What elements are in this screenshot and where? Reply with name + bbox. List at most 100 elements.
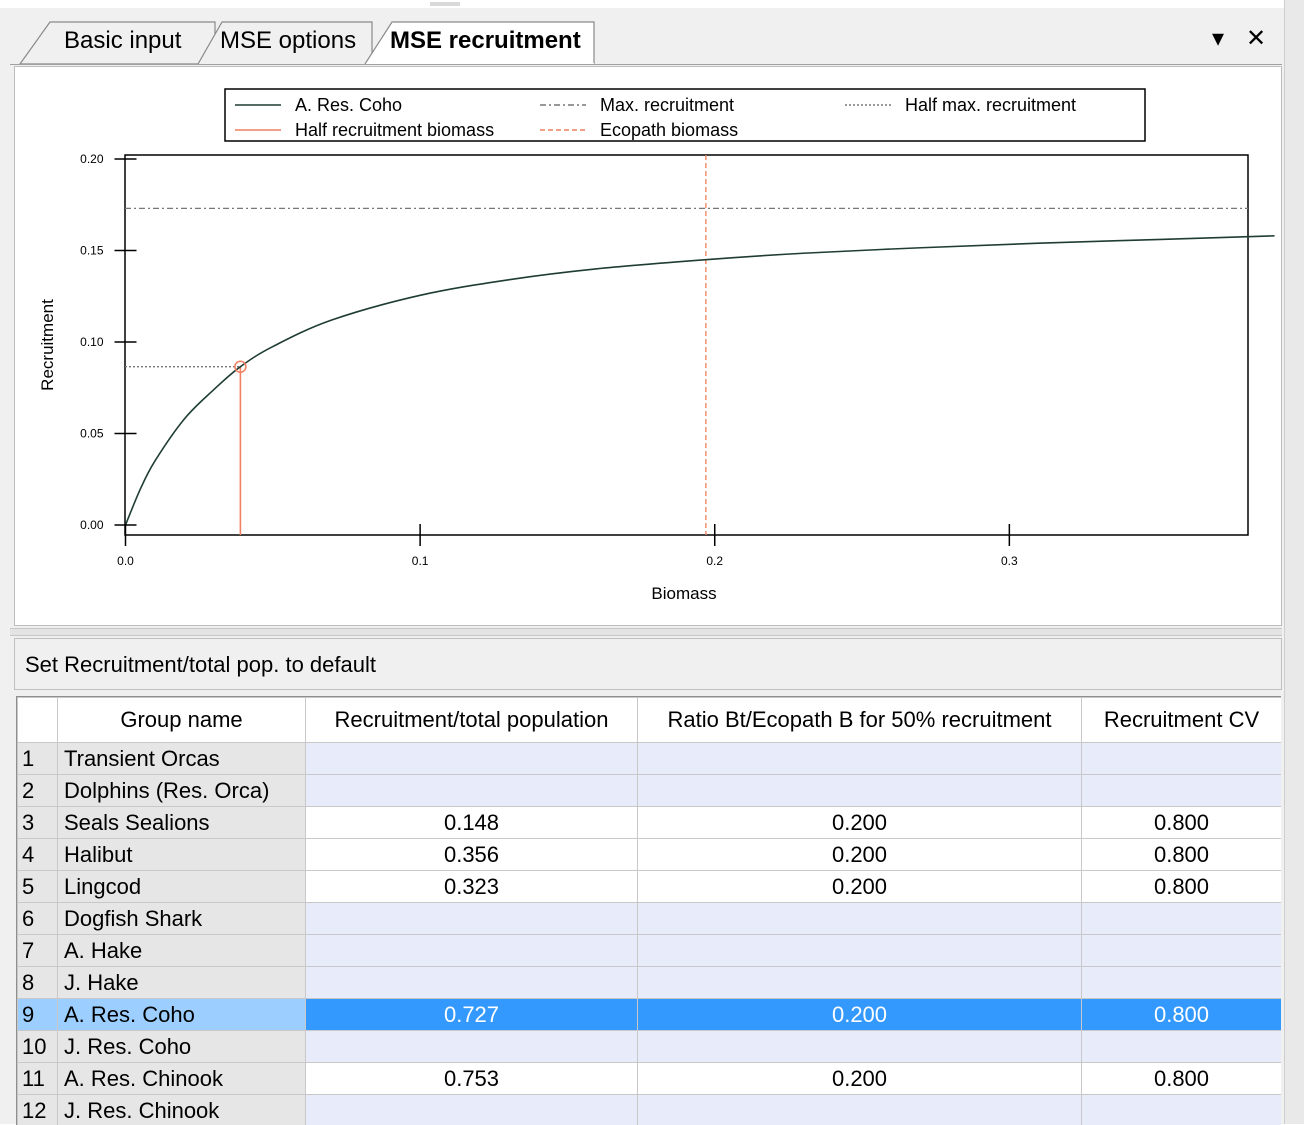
ratio-cell <box>638 743 1082 775</box>
group-name-cell: Lingcod <box>58 871 306 903</box>
recruitment-cell[interactable]: 0.753 <box>306 1063 638 1095</box>
row-number: 4 <box>18 839 58 871</box>
legend-label: Ecopath biomass <box>600 120 738 140</box>
cv-cell[interactable]: 0.800 <box>1082 871 1282 903</box>
plot-area <box>125 155 1248 535</box>
group-name-cell: Dogfish Shark <box>58 903 306 935</box>
ratio-cell <box>638 935 1082 967</box>
y-tick-label: 0.20 <box>80 152 104 166</box>
cv-cell[interactable]: 0.800 <box>1082 1063 1282 1095</box>
ratio-cell[interactable]: 0.200 <box>638 807 1082 839</box>
cv-cell[interactable]: 0.800 <box>1082 839 1282 871</box>
group-name-cell: Transient Orcas <box>58 743 306 775</box>
y-tick-label: 0.05 <box>80 427 104 441</box>
tab-mse-options-label[interactable]: MSE options <box>220 27 356 55</box>
tab-basic-input-label[interactable]: Basic input <box>64 27 181 55</box>
chevron-down-icon[interactable]: ▾ <box>1212 24 1224 53</box>
ratio-cell[interactable]: 0.200 <box>638 839 1082 871</box>
header-row-number <box>18 698 58 743</box>
row-number: 8 <box>18 967 58 999</box>
recruitment-cell <box>306 967 638 999</box>
group-name-cell: J. Res. Coho <box>58 1031 306 1063</box>
header-recruitment-total-pop[interactable]: Recruitment/total population <box>306 698 638 743</box>
recruitment-cell <box>306 903 638 935</box>
legend-label: Half recruitment biomass <box>295 120 494 140</box>
right-edge-scrollbar[interactable] <box>1284 0 1304 1124</box>
header-group-name[interactable]: Group name <box>58 698 306 743</box>
cv-cell <box>1082 935 1282 967</box>
ratio-cell[interactable]: 0.200 <box>638 1063 1082 1095</box>
x-tick-label: 0.0 <box>117 554 134 568</box>
group-name-cell: Dolphins (Res. Orca) <box>58 775 306 807</box>
close-icon[interactable]: ✕ <box>1246 24 1266 53</box>
row-number: 9 <box>18 999 58 1031</box>
ratio-cell <box>638 967 1082 999</box>
row-number: 12 <box>18 1095 58 1125</box>
panel-splitter[interactable] <box>10 628 1282 636</box>
recruitment-cell[interactable]: 0.323 <box>306 871 638 903</box>
x-axis-label: Biomass <box>651 584 716 603</box>
y-axis-label: Recruitment <box>38 299 57 391</box>
legend-label: Max. recruitment <box>600 95 734 115</box>
y-tick-label: 0.10 <box>80 335 104 349</box>
cv-cell <box>1082 903 1282 935</box>
group-name-cell: A. Res. Chinook <box>58 1063 306 1095</box>
recruitment-cell[interactable]: 0.148 <box>306 807 638 839</box>
group-name-cell: A. Hake <box>58 935 306 967</box>
group-name-cell: J. Hake <box>58 967 306 999</box>
recruitment-cell <box>306 775 638 807</box>
set-default-button[interactable]: Set Recruitment/total pop. to default <box>14 638 1282 690</box>
ratio-cell[interactable]: 0.200 <box>638 999 1082 1031</box>
recruitment-grid: Group name Recruitment/total population … <box>16 696 1281 1125</box>
cv-cell <box>1082 743 1282 775</box>
top-strip <box>0 0 1304 8</box>
cv-cell <box>1082 775 1282 807</box>
y-tick-label: 0.15 <box>80 244 104 258</box>
recruitment-cell <box>306 1095 638 1125</box>
x-tick-label: 0.1 <box>412 554 429 568</box>
x-tick-label: 0.3 <box>1001 554 1018 568</box>
tab-mse-recruitment-label[interactable]: MSE recruitment <box>390 27 581 55</box>
recruitment-cell[interactable]: 0.356 <box>306 839 638 871</box>
set-default-button-label: Set Recruitment/total pop. to default <box>25 652 376 678</box>
row-number: 2 <box>18 775 58 807</box>
ratio-cell[interactable]: 0.200 <box>638 871 1082 903</box>
cv-cell[interactable]: 0.800 <box>1082 807 1282 839</box>
group-name-cell: J. Res. Chinook <box>58 1095 306 1125</box>
row-number: 3 <box>18 807 58 839</box>
group-name-cell: A. Res. Coho <box>58 999 306 1031</box>
recruitment-cell[interactable]: 0.727 <box>306 999 638 1031</box>
row-number: 11 <box>18 1063 58 1095</box>
table-header-row: Group name Recruitment/total population … <box>18 698 1282 743</box>
row-number: 1 <box>18 743 58 775</box>
header-recruitment-cv[interactable]: Recruitment CV <box>1082 698 1282 743</box>
cv-cell <box>1082 1031 1282 1063</box>
y-tick-label: 0.00 <box>80 518 104 532</box>
cv-cell <box>1082 967 1282 999</box>
row-number: 5 <box>18 871 58 903</box>
cv-cell[interactable]: 0.800 <box>1082 999 1282 1031</box>
recruitment-table: Group name Recruitment/total population … <box>17 697 1281 1125</box>
top-notch <box>430 2 460 6</box>
legend-label: Half max. recruitment <box>905 95 1076 115</box>
tab-bar: Basic input MSE options MSE recruitment … <box>10 18 1282 65</box>
group-name-cell: Halibut <box>58 839 306 871</box>
header-ratio-bt-ecopath[interactable]: Ratio Bt/Ecopath B for 50% recruitment <box>638 698 1082 743</box>
cv-cell <box>1082 1095 1282 1125</box>
ratio-cell <box>638 1095 1082 1125</box>
